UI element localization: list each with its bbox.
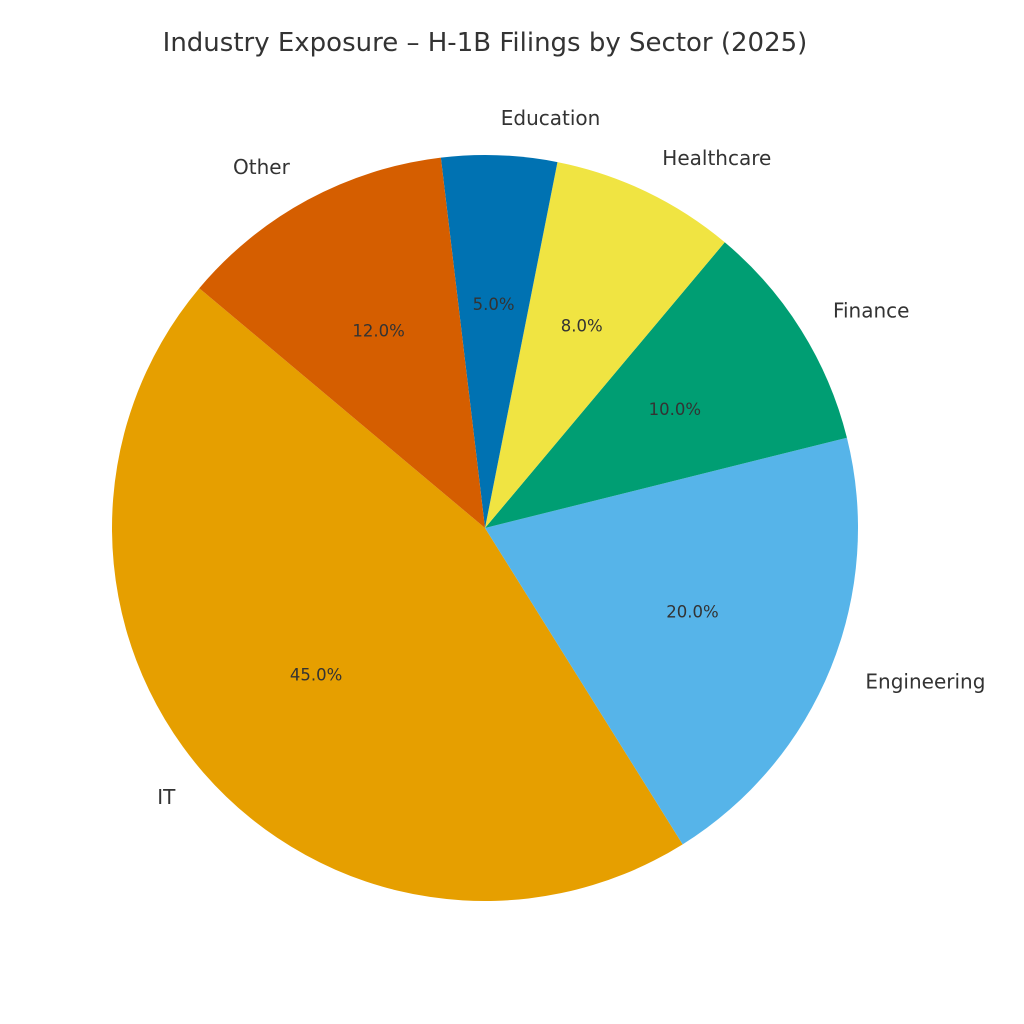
pie-slice-finance [485, 242, 847, 528]
slice-percent-label: 8.0% [561, 317, 603, 336]
slice-percent-label: 45.0% [290, 665, 342, 684]
pie-slice-engineering [485, 437, 858, 845]
slice-label: Engineering [865, 670, 985, 694]
slice-percent-label: 5.0% [473, 295, 515, 314]
slice-label: Healthcare [662, 146, 771, 170]
slice-label: Finance [833, 299, 910, 323]
chart-title: Industry Exposure – H-1B Filings by Sect… [163, 28, 808, 58]
slice-percent-label: 20.0% [666, 602, 718, 621]
slice-label: Other [233, 155, 291, 179]
slice-label: Education [501, 106, 601, 130]
slice-percent-label: 12.0% [352, 322, 404, 341]
slice-percent-label: 10.0% [649, 400, 701, 419]
pie-slice-education [440, 155, 558, 528]
pie-slice-other [199, 157, 485, 528]
slice-label: IT [157, 785, 176, 809]
pie-slice-it [112, 288, 683, 901]
pie-slice-healthcare [485, 162, 725, 528]
